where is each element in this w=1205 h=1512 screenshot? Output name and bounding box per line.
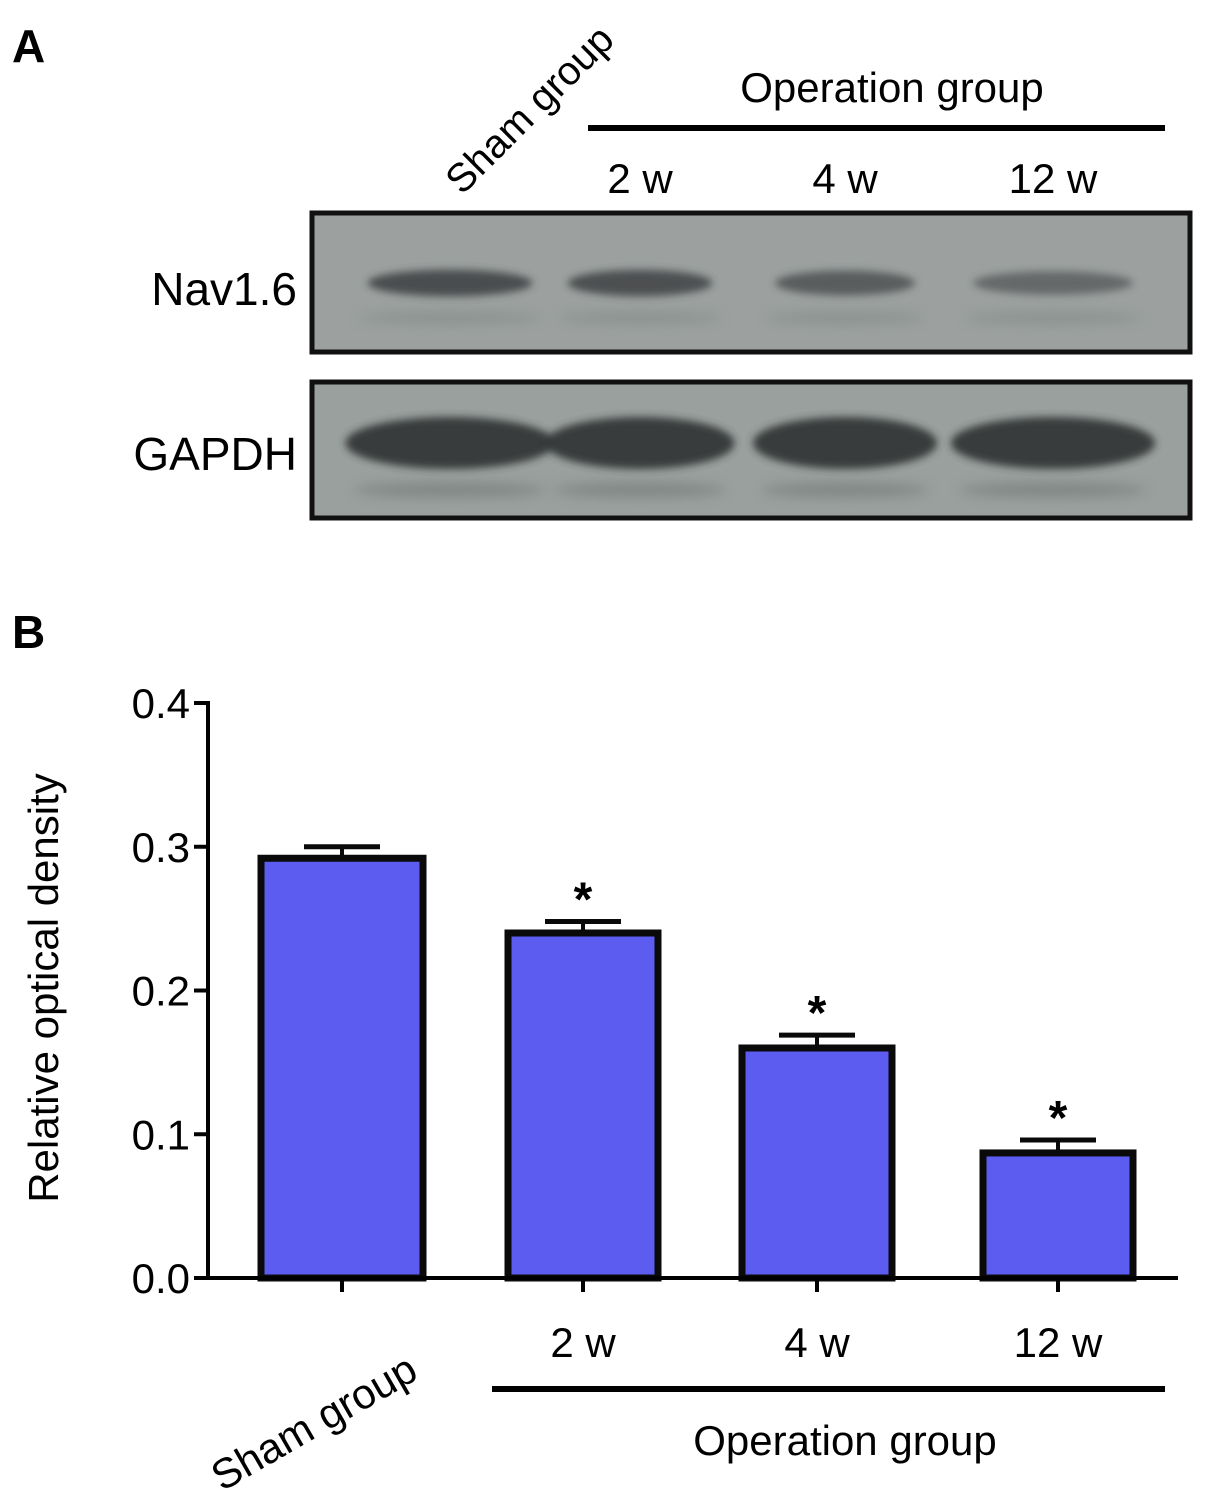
gapdh-faint-band [353,483,547,497]
x-tick-label: 12 w [1014,1319,1103,1366]
gapdh-band [951,417,1155,469]
y-tick-label: 0.1 [132,1111,190,1158]
bar [257,854,427,1282]
blot-row-label-gapdh: GAPDH [133,428,297,480]
nav16-band [775,270,915,296]
gapdh-band [545,417,735,469]
blot-lane-label-4w: 4 w [812,155,878,202]
y-tick-label: 0.4 [132,680,190,727]
gapdh-bands [345,417,1155,497]
bars: * * * [257,844,1137,1282]
x-tick-label: 4 w [784,1319,850,1366]
nav16-band [367,269,533,297]
nav16-band [973,271,1133,295]
blot-row-label-nav16: Nav1.6 [151,263,297,315]
y-axis-title: Relative optical density [20,773,67,1203]
blot-lane-label-2w: 2 w [607,155,673,202]
blot-lane-label-12w: 12 w [1009,155,1098,202]
y-tick-label: 0.2 [132,968,190,1015]
bar [738,1044,896,1282]
panel-a-label: A [12,20,45,72]
panel-b-label: B [12,606,45,658]
x-tick-label: 2 w [550,1319,616,1366]
significance-marker: * [808,987,827,1040]
blot-strip-nav16 [309,210,1193,355]
panel-b: B Relative optical density 0.00.10.20.30… [12,606,1178,1500]
nav16-faint-band [357,312,543,324]
gapdh-faint-band [959,483,1147,497]
gapdh-faint-band [761,483,929,497]
gapdh-band [345,417,555,469]
blot-strip-gapdh [309,379,1193,521]
blot-frame-gapdh [309,379,1193,521]
panel-a: A Sham group Operation group 2 w 4 w 12 … [12,17,1193,521]
nav16-band [567,269,713,297]
x-tick-label: Sham group [203,1345,425,1500]
blot-frame-nav16 [309,210,1193,355]
significance-marker: * [1049,1092,1068,1145]
y-tick-label: 0.0 [132,1255,190,1302]
gapdh-faint-band [553,483,727,497]
blot-operation-label: Operation group [740,64,1044,111]
nav16-faint-band [765,312,925,324]
nav16-bands [357,269,1143,324]
nav16-faint-band [557,312,723,324]
bar [504,929,662,1282]
blot-sham-label: Sham group [437,17,622,202]
bar [979,1149,1137,1282]
significance-marker: * [574,874,593,927]
nav16-faint-band [963,312,1143,324]
y-axis: 0.0 0.1 0.2 0.3 0.4 [132,680,210,1302]
operation-group-label: Operation group [693,1417,997,1464]
gapdh-band [753,417,937,469]
y-tick-label: 0.3 [132,824,190,871]
